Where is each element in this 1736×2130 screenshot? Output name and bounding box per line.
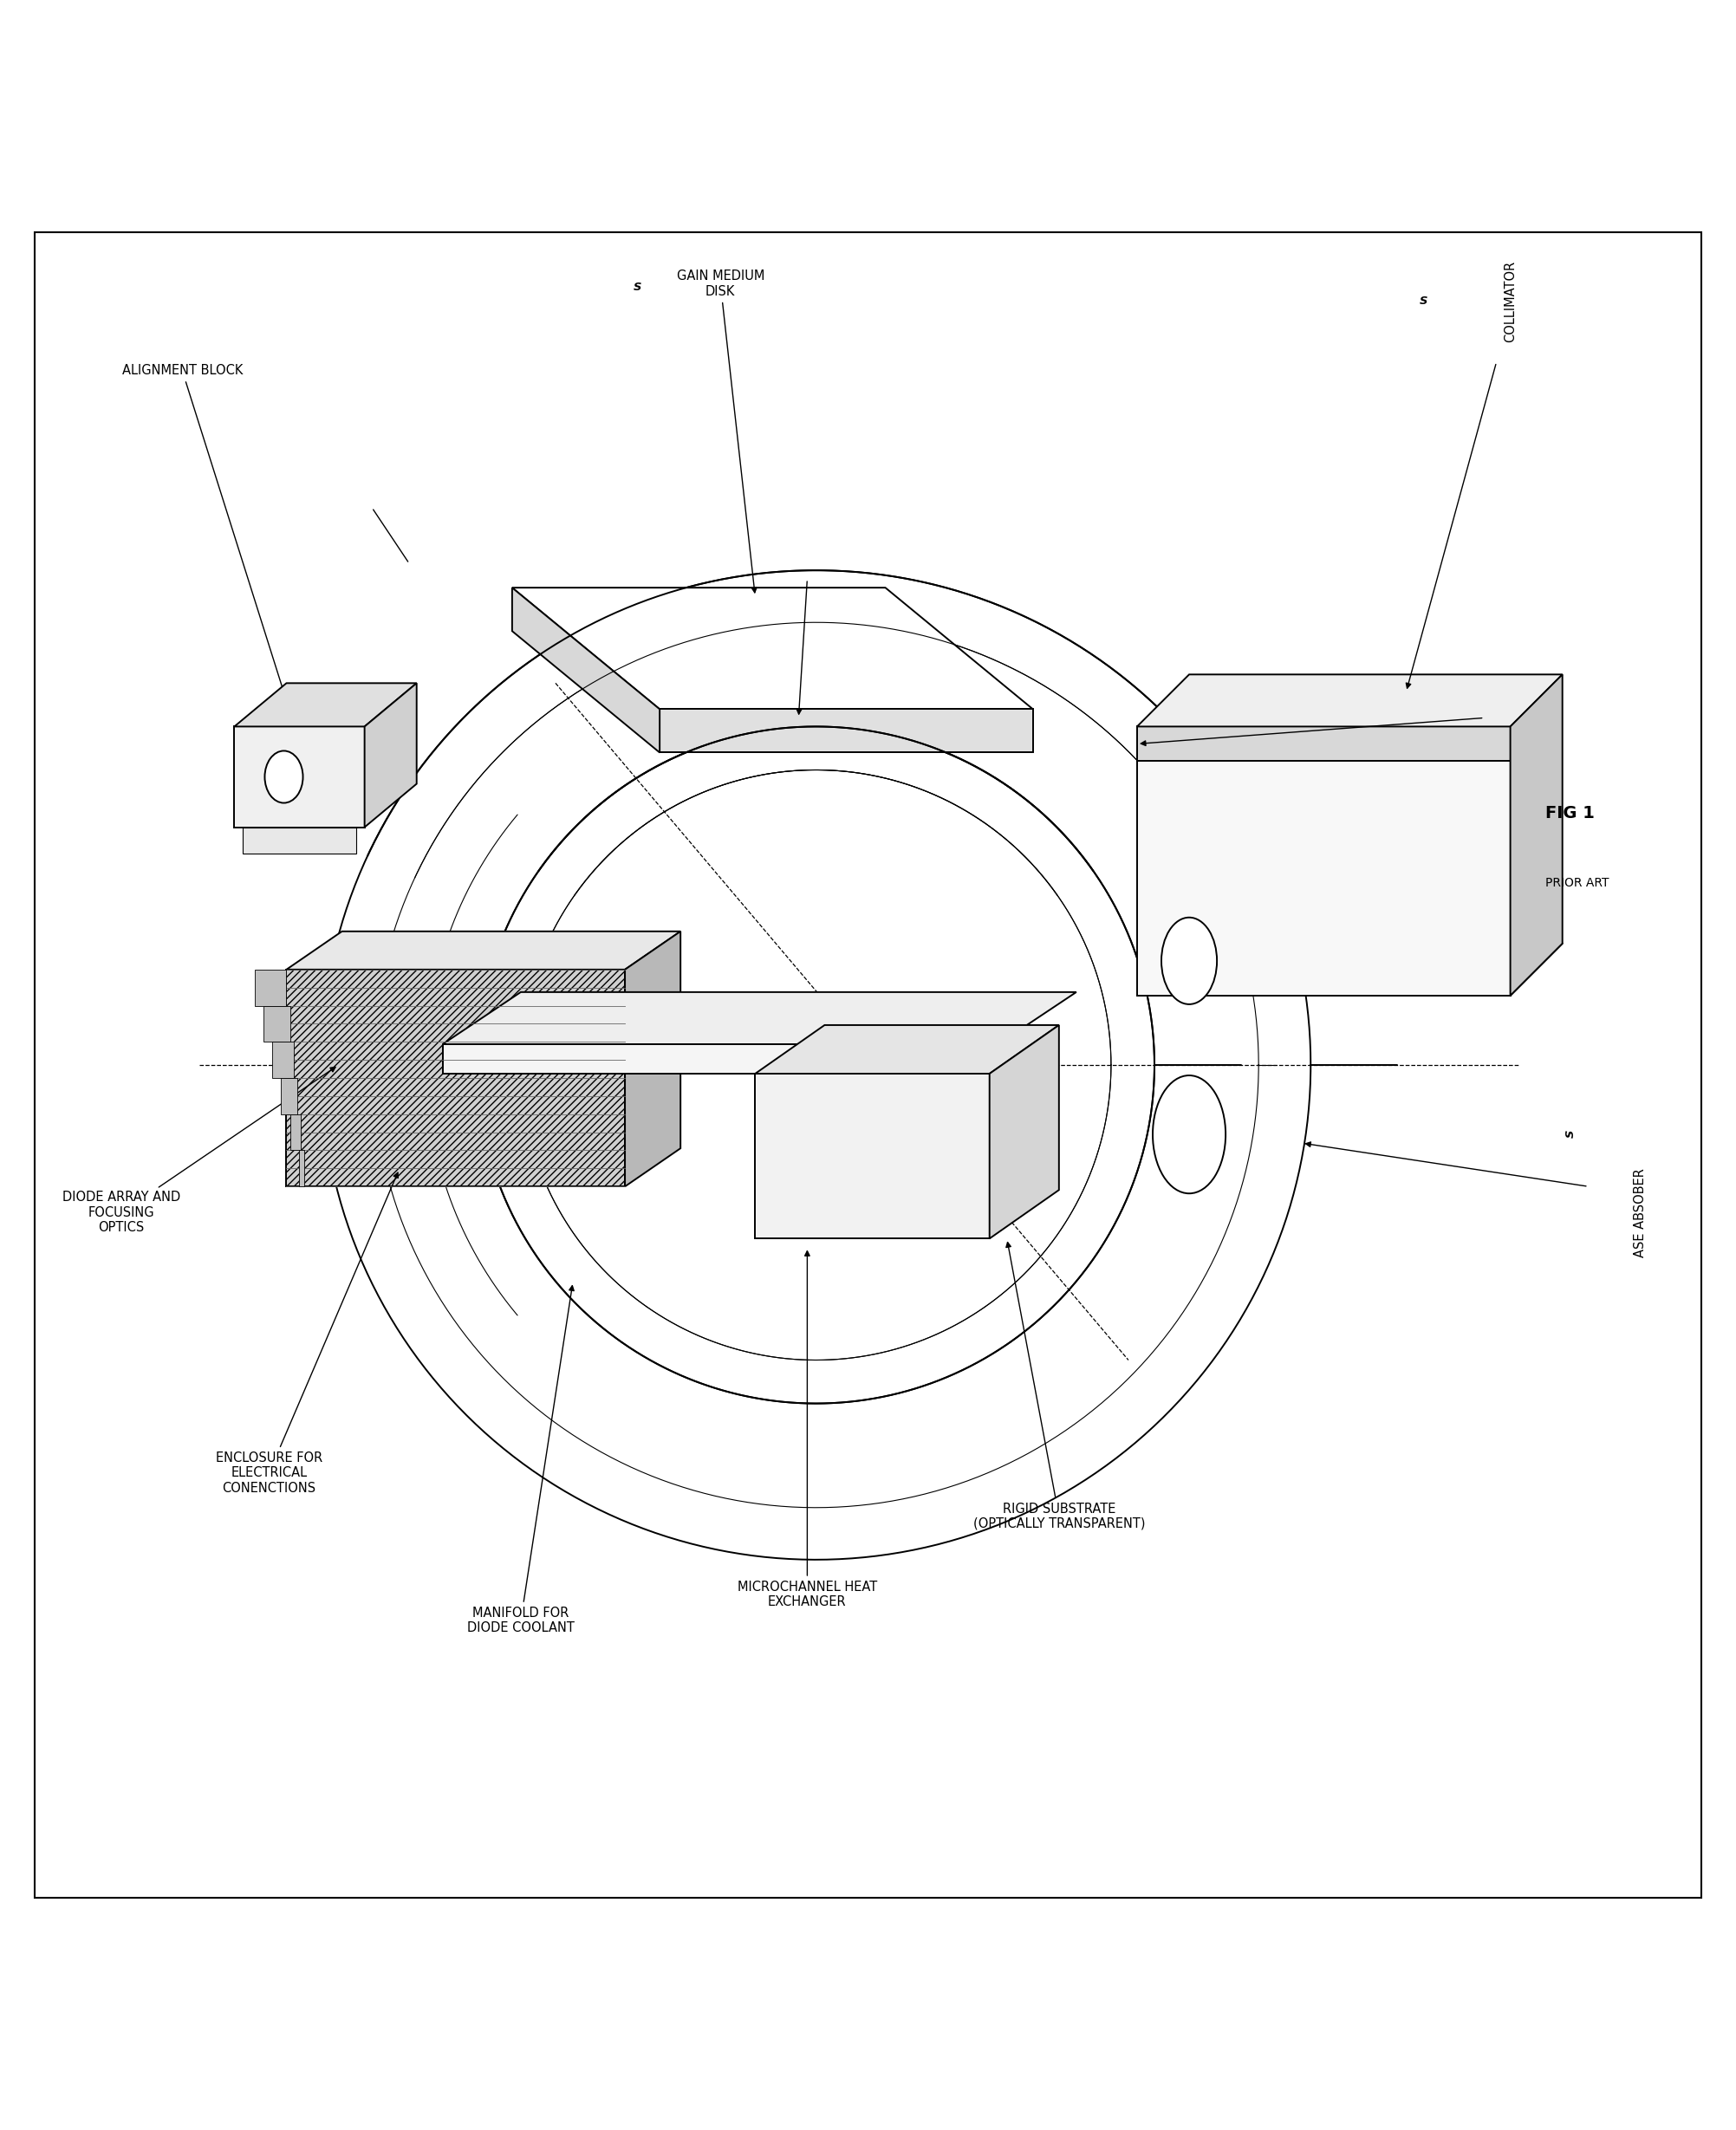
Polygon shape bbox=[1510, 675, 1562, 995]
Text: $\boldsymbol{S}$: $\boldsymbol{S}$ bbox=[632, 281, 642, 294]
Polygon shape bbox=[234, 684, 417, 726]
Text: GAIN MEDIUM
DISK: GAIN MEDIUM DISK bbox=[677, 271, 764, 592]
Polygon shape bbox=[286, 931, 681, 969]
Polygon shape bbox=[273, 1042, 293, 1078]
Text: $\boldsymbol{S}$: $\boldsymbol{S}$ bbox=[1566, 1129, 1576, 1140]
Polygon shape bbox=[234, 726, 365, 826]
Text: DIODE ARRAY AND
FOCUSING
OPTICS: DIODE ARRAY AND FOCUSING OPTICS bbox=[62, 1067, 335, 1233]
Text: ALIGNMENT BLOCK: ALIGNMENT BLOCK bbox=[122, 364, 286, 697]
Text: ENCLOSURE FOR
ELECTRICAL
CONENCTIONS: ENCLOSURE FOR ELECTRICAL CONENCTIONS bbox=[215, 1174, 398, 1495]
Polygon shape bbox=[299, 1150, 304, 1186]
Text: $\boldsymbol{S}$: $\boldsymbol{S}$ bbox=[1418, 296, 1429, 307]
Polygon shape bbox=[365, 684, 417, 826]
Text: COLLIMATOR: COLLIMATOR bbox=[1503, 260, 1517, 343]
Polygon shape bbox=[660, 709, 1033, 752]
Polygon shape bbox=[281, 1078, 297, 1114]
Text: RIGID SUBSTRATE
(OPTICALLY TRANSPARENT): RIGID SUBSTRATE (OPTICALLY TRANSPARENT) bbox=[972, 1242, 1146, 1529]
Polygon shape bbox=[755, 1074, 990, 1238]
Polygon shape bbox=[243, 826, 356, 854]
Polygon shape bbox=[990, 1025, 1059, 1238]
Ellipse shape bbox=[1161, 918, 1217, 1003]
Polygon shape bbox=[512, 588, 1033, 709]
Polygon shape bbox=[286, 969, 625, 1186]
Polygon shape bbox=[290, 1114, 300, 1150]
Polygon shape bbox=[625, 931, 681, 1186]
Ellipse shape bbox=[264, 752, 304, 803]
Polygon shape bbox=[1137, 675, 1562, 726]
Polygon shape bbox=[755, 1025, 1059, 1074]
Ellipse shape bbox=[1153, 1076, 1226, 1193]
Polygon shape bbox=[255, 969, 286, 1005]
Text: ASE ABSOBER: ASE ABSOBER bbox=[1634, 1167, 1647, 1257]
Polygon shape bbox=[443, 1044, 998, 1074]
Text: MICROCHANNEL HEAT
EXCHANGER: MICROCHANNEL HEAT EXCHANGER bbox=[738, 1250, 877, 1608]
Polygon shape bbox=[264, 1005, 290, 1042]
Text: FIG 1: FIG 1 bbox=[1545, 805, 1594, 822]
Polygon shape bbox=[1137, 726, 1510, 760]
Polygon shape bbox=[1137, 760, 1510, 995]
Text: MANIFOLD FOR
DIODE COOLANT: MANIFOLD FOR DIODE COOLANT bbox=[467, 1287, 575, 1634]
Polygon shape bbox=[443, 993, 1076, 1044]
Text: PRIOR ART: PRIOR ART bbox=[1545, 878, 1609, 888]
Polygon shape bbox=[512, 588, 660, 752]
